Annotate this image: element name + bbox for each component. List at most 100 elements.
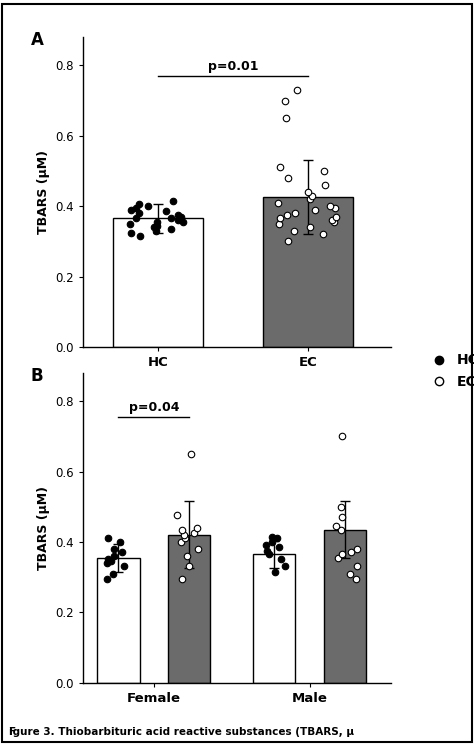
Point bbox=[331, 202, 339, 214]
Point bbox=[154, 219, 161, 231]
Point bbox=[110, 550, 118, 562]
Text: F: F bbox=[9, 727, 17, 737]
Bar bbox=[253, 554, 295, 683]
Point bbox=[283, 209, 291, 221]
Point bbox=[190, 527, 198, 539]
Point bbox=[118, 547, 126, 559]
Bar bbox=[113, 219, 203, 347]
Point bbox=[169, 195, 177, 207]
Point bbox=[135, 207, 143, 219]
Point bbox=[306, 193, 313, 205]
Point bbox=[103, 557, 110, 569]
Point bbox=[311, 204, 319, 216]
Point bbox=[109, 568, 117, 580]
Point bbox=[328, 214, 336, 226]
Point bbox=[277, 554, 284, 565]
Point bbox=[275, 541, 283, 553]
Point bbox=[338, 548, 346, 560]
Point bbox=[275, 218, 283, 230]
Point bbox=[104, 533, 112, 545]
Point bbox=[104, 573, 111, 585]
Point bbox=[346, 568, 354, 580]
Point bbox=[268, 530, 276, 542]
Point bbox=[338, 430, 346, 442]
Point bbox=[284, 236, 292, 248]
Point bbox=[183, 550, 191, 562]
Point bbox=[319, 228, 327, 240]
Point bbox=[132, 213, 139, 225]
Text: p=0.01: p=0.01 bbox=[208, 60, 258, 73]
Point bbox=[187, 448, 194, 460]
Point bbox=[110, 543, 118, 555]
Legend: HC, EC: HC, EC bbox=[421, 348, 474, 394]
Point bbox=[175, 209, 182, 221]
Point bbox=[120, 560, 128, 572]
Point bbox=[193, 522, 201, 534]
Point bbox=[173, 510, 181, 521]
Text: A: A bbox=[30, 31, 44, 49]
Point bbox=[353, 543, 361, 555]
Point bbox=[335, 552, 342, 564]
Point bbox=[132, 202, 140, 214]
Point bbox=[353, 560, 361, 572]
Point bbox=[167, 213, 175, 225]
Point bbox=[185, 560, 192, 572]
Point bbox=[271, 565, 278, 577]
Point bbox=[307, 222, 314, 233]
Point bbox=[117, 536, 124, 548]
Point bbox=[337, 501, 345, 513]
Point bbox=[347, 547, 355, 559]
Point bbox=[268, 536, 275, 548]
Point bbox=[281, 560, 289, 572]
Point bbox=[330, 216, 337, 228]
Point bbox=[338, 511, 346, 523]
Point bbox=[144, 200, 151, 212]
Point bbox=[274, 197, 282, 209]
Point bbox=[180, 529, 187, 541]
Point bbox=[332, 520, 340, 532]
Point bbox=[273, 533, 281, 545]
Y-axis label: TBARS (μM): TBARS (μM) bbox=[37, 486, 50, 570]
Text: B: B bbox=[30, 367, 43, 385]
Point bbox=[174, 214, 182, 226]
Bar bbox=[97, 558, 140, 683]
Point bbox=[326, 200, 333, 212]
Point bbox=[108, 555, 115, 567]
Point bbox=[337, 524, 345, 536]
Text: p=0.04: p=0.04 bbox=[128, 401, 179, 414]
Point bbox=[264, 545, 271, 557]
Point bbox=[308, 189, 315, 201]
Point bbox=[283, 112, 290, 124]
Point bbox=[182, 533, 189, 545]
Point bbox=[135, 198, 142, 210]
Point bbox=[265, 548, 273, 560]
Point bbox=[127, 227, 135, 239]
Point bbox=[282, 95, 289, 107]
Point bbox=[276, 161, 283, 173]
Point bbox=[180, 216, 187, 228]
Point bbox=[276, 213, 284, 225]
Point bbox=[352, 573, 360, 585]
Point bbox=[284, 172, 292, 184]
Point bbox=[292, 207, 299, 219]
Point bbox=[127, 218, 134, 230]
Point bbox=[136, 230, 144, 242]
Point bbox=[162, 205, 169, 217]
Point bbox=[179, 524, 186, 536]
Point bbox=[104, 554, 111, 565]
Point bbox=[154, 216, 161, 228]
Bar bbox=[324, 530, 366, 683]
Point bbox=[332, 211, 340, 223]
Text: igure 3. Thiobarbituric acid reactive substances (TBARS, μ: igure 3. Thiobarbituric acid reactive su… bbox=[9, 727, 355, 737]
Point bbox=[167, 223, 175, 235]
Bar bbox=[168, 535, 210, 683]
Point bbox=[291, 225, 298, 236]
Point bbox=[150, 222, 157, 233]
Point bbox=[304, 186, 311, 198]
Bar bbox=[263, 198, 354, 347]
Point bbox=[194, 543, 201, 555]
Point bbox=[152, 225, 160, 236]
Point bbox=[177, 211, 184, 223]
Point bbox=[127, 204, 135, 216]
Point bbox=[177, 536, 185, 548]
